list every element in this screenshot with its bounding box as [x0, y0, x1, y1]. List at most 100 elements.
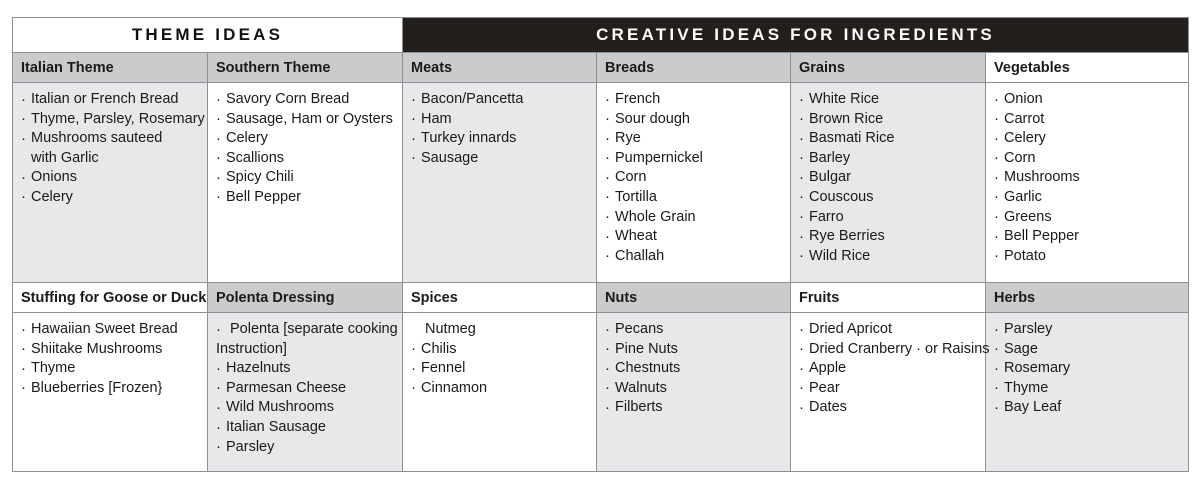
list-item: Bay Leaf: [994, 398, 1182, 418]
content-cell-nuts: PecansPine NutsChestnutsWalnutsFilberts: [596, 312, 792, 472]
content-cell-vegetables: OnionCarrotCeleryCornMushroomsGarlicGree…: [985, 81, 1190, 284]
header-cell-fruits: Fruits: [790, 282, 987, 314]
header-cell-nuts: Nuts: [596, 282, 792, 314]
list-item: Apple: [799, 359, 979, 379]
list-item: Whole Grain: [605, 207, 784, 228]
header-cell-stuffing-for-goose-or-duck: Stuffing for Goose or Duck: [12, 282, 208, 314]
list-item: Rye: [605, 129, 784, 149]
list-item: Mushrooms sauteed: [21, 129, 201, 149]
list-item: Tortilla: [605, 187, 784, 208]
list-item: Chilis: [411, 339, 590, 360]
ingredient-list-stuffing-for-goose-or-duck: Hawaiian Sweet BreadShiitake MushroomsTh…: [13, 313, 207, 471]
header-cell-polenta-dressing: Polenta Dressing: [206, 282, 404, 314]
list-item: Shiitake Mushrooms: [21, 339, 201, 360]
list-item: Pumpernickel: [605, 148, 784, 169]
list-item: Polenta [separate cooking: [216, 320, 398, 340]
column-title-grains: Grains: [791, 53, 986, 82]
list-item: Pecans: [605, 320, 784, 340]
list-item: Mushrooms: [994, 168, 1182, 188]
list-item: Barley: [799, 148, 979, 169]
list-item: Greens: [994, 207, 1182, 228]
ideas-grid: THEME IDEAS CREATIVE IDEAS FOR INGREDIENT…: [11, 17, 1190, 472]
item-list: ParsleySageRosemaryThymeBay Leaf: [994, 320, 1182, 418]
list-item: Ham: [411, 109, 590, 130]
list-item: Garlic: [994, 187, 1182, 208]
column-title-spices: Spices: [403, 283, 597, 313]
banner-cell-1: THEME IDEAS: [11, 17, 404, 53]
content-cell-grains: White RiceBrown RiceBasmati RiceBarleyBu…: [790, 81, 987, 284]
item-list: OnionCarrotCeleryCornMushroomsGarlicGree…: [994, 90, 1182, 266]
list-item: Pear: [799, 378, 979, 399]
content-cell-spices: NutmegChilisFennelCinnamon: [402, 312, 598, 472]
list-item: Chestnuts: [605, 359, 784, 379]
list-item: Corn: [605, 168, 784, 188]
list-item: Wild Mushrooms: [216, 398, 396, 418]
ingredient-list-meats: Bacon/PancettaHamTurkey innardsSausage: [403, 83, 597, 283]
column-header-row: Italian Theme Southern Theme Meats Breads Gr…: [12, 52, 1190, 83]
banner-row: THEME IDEAS CREATIVE IDEAS FOR INGREDIENT…: [11, 17, 1190, 53]
ingredient-list-nuts: PecansPine NutsChestnutsWalnutsFilberts: [597, 313, 791, 471]
column-header-row: Stuffing for Goose or Duck Polenta Dressi…: [12, 282, 1190, 314]
item-list: White RiceBrown RiceBasmati RiceBarleyBu…: [799, 90, 979, 266]
ingredient-list-vegetables: OnionCarrotCeleryCornMushroomsGarlicGree…: [986, 83, 1189, 283]
list-item: Couscous: [799, 187, 979, 208]
banner-cell-2: CREATIVE IDEAS FOR INGREDIENTS: [402, 17, 1190, 53]
header-cell-vegetables: Vegetables: [985, 52, 1190, 83]
column-title-southern-theme: Southern Theme: [208, 53, 403, 82]
content-cell-meats: Bacon/PancettaHamTurkey innardsSausage: [402, 81, 598, 284]
list-item: Turkey innards: [411, 129, 590, 149]
ingredient-list-southern-theme: Savory Corn BreadSausage, Ham or Oysters…: [208, 83, 403, 283]
content-cell-stuffing-for-goose-or-duck: Hawaiian Sweet BreadShiitake MushroomsTh…: [12, 312, 208, 472]
list-item: Wheat: [605, 227, 784, 247]
column-title-italian-theme: Italian Theme: [13, 53, 207, 82]
list-item: Bell Pepper: [216, 187, 396, 208]
content-row: Hawaiian Sweet BreadShiitake MushroomsTh…: [12, 312, 1190, 472]
column-title-stuffing-for-goose-or-duck: Stuffing for Goose or Duck: [13, 283, 207, 313]
column-title-fruits: Fruits: [791, 283, 986, 313]
item-list: Bacon/PancettaHamTurkey innardsSausage: [411, 90, 590, 168]
banner-title: THEME IDEAS: [13, 18, 403, 52]
list-item: Hawaiian Sweet Bread: [21, 320, 201, 340]
list-item: Corn: [994, 148, 1182, 169]
content-cell-southern-theme: Savory Corn BreadSausage, Ham or Oysters…: [206, 81, 404, 284]
list-item: Blueberries [Frozen}: [21, 378, 201, 399]
item-list: Savory Corn BreadSausage, Ham or Oysters…: [216, 90, 396, 208]
list-item: Fennel: [411, 359, 590, 379]
list-item: Savory Corn Bread: [216, 90, 396, 110]
list-item: with Garlic: [31, 149, 99, 166]
list-item: Thyme, Parsley, Rosemary: [21, 109, 205, 130]
ingredient-list-grains: White RiceBrown RiceBasmati RiceBarleyBu…: [791, 83, 986, 283]
list-item: Walnuts: [605, 378, 784, 399]
header-cell-spices: Spices: [402, 282, 598, 314]
list-item: Sour dough: [605, 109, 784, 130]
list-item: Parsley: [216, 437, 396, 458]
list-item: Hazelnuts: [216, 359, 396, 379]
column-title-vegetables: Vegetables: [986, 53, 1189, 82]
list-item: Sausage, Ham or Oysters: [216, 109, 396, 130]
header-cell-grains: Grains: [790, 52, 987, 83]
item-list: FrenchSour doughRyePumpernickelCornTorti…: [605, 90, 784, 266]
list-item: Wild Rice: [799, 246, 979, 267]
list-item: Farro: [799, 207, 979, 228]
ingredient-list-breads: FrenchSour doughRyePumpernickelCornTorti…: [597, 83, 791, 283]
column-title-breads: Breads: [597, 53, 791, 82]
list-item: Nutmeg: [425, 321, 476, 338]
header-cell-breads: Breads: [596, 52, 792, 83]
column-title-herbs: Herbs: [986, 283, 1189, 313]
list-item: Dates: [799, 398, 979, 418]
list-item: Challah: [605, 246, 784, 267]
list-item: Celery: [21, 187, 201, 208]
item-list: Italian or French BreadThyme, Parsley, R…: [21, 90, 205, 208]
list-item: Thyme: [21, 359, 201, 379]
list-item: Cinnamon: [411, 378, 590, 399]
list-item: Parsley: [994, 320, 1182, 340]
list-item: Potato: [994, 246, 1182, 267]
column-title-meats: Meats: [403, 53, 597, 82]
list-item: White Rice: [799, 90, 979, 110]
banner-title: CREATIVE IDEAS FOR INGREDIENTS: [403, 18, 1189, 52]
list-item: Spicy Chili: [216, 168, 396, 188]
content-cell-herbs: ParsleySageRosemaryThymeBay Leaf: [985, 312, 1190, 472]
